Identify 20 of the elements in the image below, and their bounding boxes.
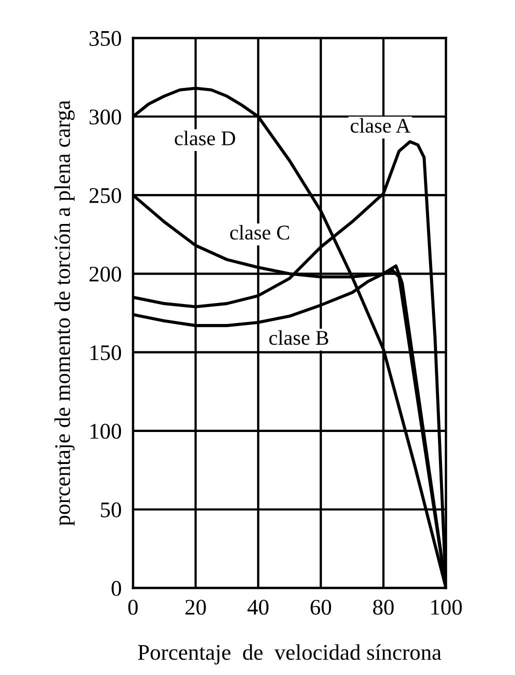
y-tick-label: 200 bbox=[90, 266, 122, 282]
x-tick-label: 20 bbox=[185, 600, 206, 615]
x-axis-title: Porcentaje de velocidad síncrona bbox=[138, 644, 442, 664]
series-label: clase A bbox=[350, 118, 410, 133]
y-tick-label: 350 bbox=[90, 30, 122, 46]
y-tick-label: 300 bbox=[90, 110, 122, 124]
x-tick-label: 80 bbox=[373, 600, 394, 615]
series-label: clase D bbox=[174, 130, 236, 146]
series-label: clase C bbox=[230, 224, 289, 240]
x-tick-label: 40 bbox=[248, 600, 268, 615]
y-tick-label: 0 bbox=[112, 580, 122, 596]
series-label: clase B bbox=[269, 330, 328, 345]
x-tick-label: 60 bbox=[310, 600, 332, 615]
y-tick-label: 150 bbox=[90, 345, 122, 360]
y-tick-label: 100 bbox=[90, 424, 122, 439]
x-tick-label: 0 bbox=[128, 600, 138, 615]
y-tick-label: 250 bbox=[90, 188, 122, 204]
x-tick-label: 100 bbox=[431, 600, 462, 615]
y-tick-label: 50 bbox=[100, 502, 122, 518]
y-axis-title: porcentaje de momento de torción a plena carga bbox=[54, 100, 75, 526]
